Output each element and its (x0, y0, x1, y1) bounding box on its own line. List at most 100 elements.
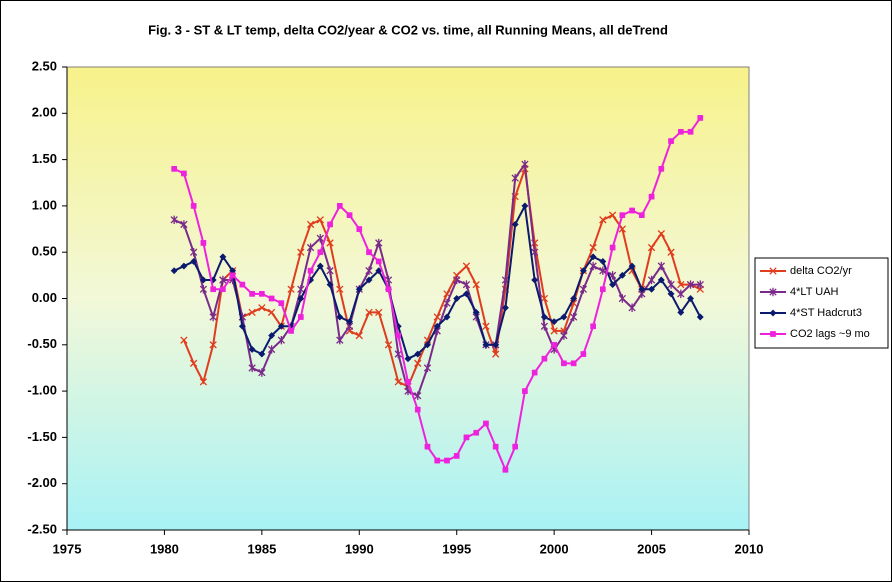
marker (657, 230, 665, 238)
marker (326, 281, 334, 289)
marker (569, 312, 578, 322)
marker (180, 336, 188, 344)
marker (424, 443, 431, 450)
marker (492, 350, 500, 358)
marker (180, 262, 188, 270)
marker (648, 285, 656, 293)
marker (336, 203, 343, 209)
marker (647, 275, 656, 285)
marker (560, 331, 568, 340)
marker (618, 294, 627, 303)
marker (229, 272, 236, 279)
y-tick-label: 0.50 (32, 244, 57, 259)
marker (297, 294, 305, 303)
marker (267, 345, 276, 354)
marker (453, 275, 461, 285)
marker (366, 249, 372, 256)
marker (550, 327, 558, 335)
marker (600, 286, 606, 293)
marker (492, 443, 499, 450)
legend-label: 4*ST Hadcrut3 (790, 307, 862, 319)
marker (677, 280, 685, 289)
marker (219, 253, 227, 261)
marker (618, 271, 626, 279)
marker (697, 115, 704, 121)
marker (561, 360, 567, 367)
marker (473, 429, 480, 436)
marker (355, 331, 363, 340)
marker (463, 434, 470, 441)
marker (189, 248, 198, 257)
marker (453, 294, 461, 303)
marker (248, 345, 256, 353)
marker (306, 220, 315, 229)
marker (609, 244, 616, 251)
marker (365, 276, 373, 284)
marker (667, 248, 675, 256)
marker (453, 453, 460, 459)
marker (258, 304, 266, 312)
marker (327, 221, 333, 228)
marker (589, 243, 597, 252)
y-tick-label: -2.50 (27, 521, 57, 536)
marker (414, 359, 422, 367)
chart-title: Fig. 3 - ST & LT temp, delta CO2/year & … (148, 22, 668, 37)
marker (297, 248, 305, 256)
y-tick-label: -1.50 (27, 429, 57, 444)
marker (599, 257, 607, 266)
marker (316, 234, 324, 243)
marker (667, 290, 675, 298)
y-tick-label: 0.00 (32, 290, 57, 305)
marker (521, 160, 529, 169)
marker (502, 466, 509, 473)
marker (638, 212, 645, 219)
marker (405, 378, 411, 385)
marker (307, 267, 314, 274)
marker (677, 308, 685, 316)
marker (618, 225, 627, 233)
marker (580, 351, 587, 357)
marker (210, 286, 216, 293)
marker (404, 355, 412, 363)
marker (423, 363, 432, 373)
marker (395, 332, 402, 339)
marker (219, 275, 227, 285)
marker (220, 286, 226, 293)
marker (443, 313, 451, 321)
marker (444, 457, 450, 464)
marker (434, 457, 441, 464)
marker (677, 289, 685, 299)
legend-marker (769, 309, 777, 317)
y-tick-label: 2.50 (32, 58, 57, 73)
marker (365, 266, 373, 275)
marker (170, 267, 178, 275)
marker (199, 378, 208, 386)
marker (248, 363, 256, 373)
marker (336, 313, 344, 321)
x-tick-label: 1985 (247, 541, 276, 556)
marker (628, 303, 636, 312)
marker (648, 193, 655, 200)
marker (668, 138, 674, 144)
legend-label: 4*LT UAH (790, 286, 839, 298)
marker (239, 281, 246, 288)
marker (180, 220, 188, 229)
marker (541, 355, 548, 362)
marker (560, 313, 568, 321)
x-tick-label: 2000 (540, 541, 569, 556)
marker (346, 212, 353, 219)
marker (258, 350, 266, 358)
marker (326, 239, 334, 247)
x-tick-label: 1990 (345, 541, 374, 556)
marker (667, 280, 675, 289)
legend-label: delta CO2/yr (790, 265, 852, 277)
marker (190, 257, 198, 266)
marker (589, 261, 597, 271)
marker (462, 290, 471, 298)
marker (375, 238, 383, 248)
marker (336, 335, 344, 345)
x-tick-label: 2010 (735, 541, 764, 556)
marker (433, 313, 441, 321)
marker (483, 420, 489, 427)
marker (540, 313, 548, 321)
